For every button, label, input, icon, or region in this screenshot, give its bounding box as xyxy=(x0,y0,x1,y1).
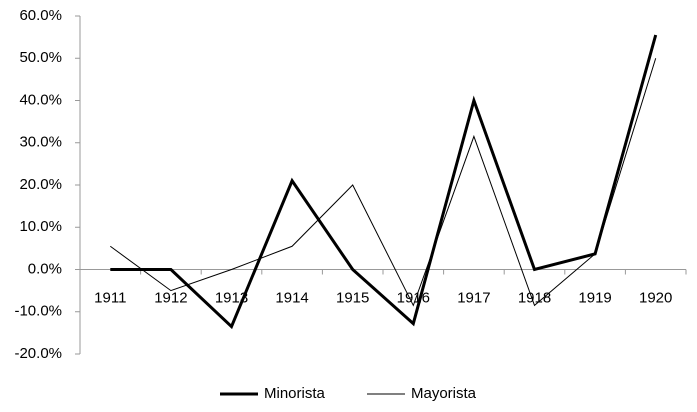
y-tick-label: 10.0% xyxy=(19,218,62,235)
y-tick-label: -20.0% xyxy=(14,345,62,362)
x-tick-label: 1916 xyxy=(397,289,430,306)
x-tick-label: 1917 xyxy=(457,289,490,306)
legend-label: Mayorista xyxy=(411,385,477,402)
series-line xyxy=(110,34,658,330)
series-line xyxy=(110,58,657,307)
legend-label: Minorista xyxy=(264,385,326,402)
y-tick-label: -10.0% xyxy=(14,303,62,320)
y-tick-label: 30.0% xyxy=(19,134,62,151)
y-tick-label: 20.0% xyxy=(19,176,62,193)
x-tick-label: 1913 xyxy=(215,289,248,306)
x-tick-label: 1912 xyxy=(154,289,187,306)
x-tick-label: 1918 xyxy=(518,289,551,306)
x-tick-label: 1914 xyxy=(275,289,308,306)
y-tick-label: 0.0% xyxy=(28,260,62,277)
y-tick-label: 60.0% xyxy=(19,7,62,24)
x-tick-label: 1911 xyxy=(94,289,126,306)
x-tick-label: 1915 xyxy=(336,289,369,306)
x-tick-label: 1919 xyxy=(578,289,611,306)
y-tick-label: 40.0% xyxy=(19,91,62,108)
y-tick-label: 50.0% xyxy=(19,49,62,66)
x-tick-label: 1920 xyxy=(639,289,672,306)
